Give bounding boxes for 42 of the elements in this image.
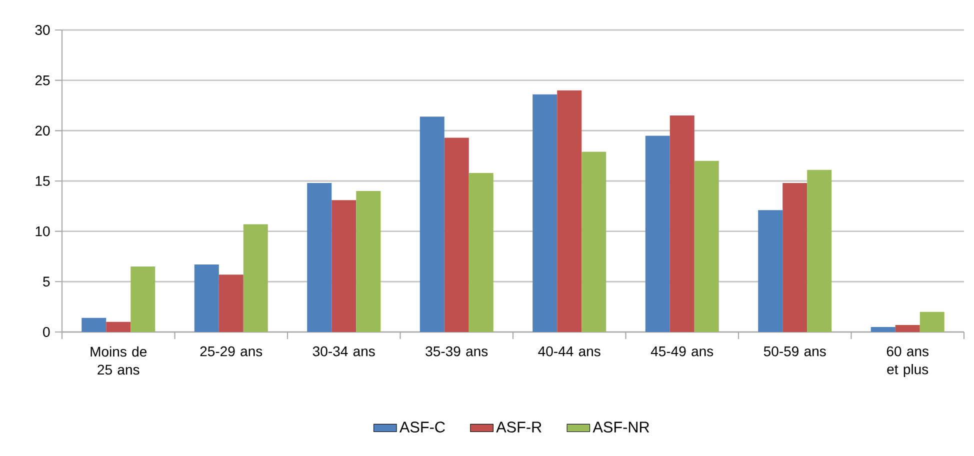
- bar: [106, 322, 131, 332]
- bar: [582, 152, 606, 332]
- bar: [758, 210, 783, 332]
- x-tick-label: 45-49 ans: [650, 346, 714, 356]
- bar: [307, 183, 332, 332]
- y-tick-label: 20: [35, 126, 50, 136]
- bar: [645, 136, 670, 332]
- x-tick-label: 50-59 ans: [764, 346, 826, 356]
- y-tick-label: 15: [36, 176, 50, 186]
- x-tick-label: 35-39 ans: [426, 346, 488, 356]
- y-tick-label: 5: [43, 276, 50, 287]
- bar: [218, 274, 244, 332]
- y-tick-label: 0: [43, 327, 50, 337]
- bar: [194, 264, 219, 332]
- bar: [82, 318, 106, 332]
- bar: [557, 90, 582, 332]
- bar: [532, 94, 558, 332]
- bar: [444, 138, 469, 332]
- y-tick-label: 25: [35, 75, 50, 86]
- legend-label: ASF-NR: [592, 422, 650, 432]
- bar: [670, 116, 694, 332]
- y-tick-label: 30: [35, 25, 50, 35]
- bar: [332, 200, 356, 332]
- x-tick-label: 60 ans et plus: [886, 346, 928, 378]
- bar: [782, 183, 808, 332]
- bar: [920, 312, 944, 332]
- bar: [356, 191, 381, 332]
- bar: [694, 160, 719, 332]
- bar: [468, 172, 494, 332]
- bar: [243, 224, 268, 332]
- bar: [420, 116, 444, 332]
- bar: [895, 324, 920, 332]
- x-tick-label: 40-44 ans: [538, 346, 600, 356]
- x-tick-label: Moins de 25 ans: [90, 346, 147, 375]
- legend-label: ASF-C: [400, 422, 445, 432]
- bar: [130, 266, 156, 332]
- y-tick-label: 10: [36, 226, 50, 236]
- x-tick-label: 25-29 ans: [200, 346, 262, 356]
- x-tick-label: 30-34 ans: [312, 346, 375, 356]
- bar: [870, 326, 896, 332]
- bar: [807, 170, 832, 332]
- legend-label: ASF-R: [496, 422, 542, 432]
